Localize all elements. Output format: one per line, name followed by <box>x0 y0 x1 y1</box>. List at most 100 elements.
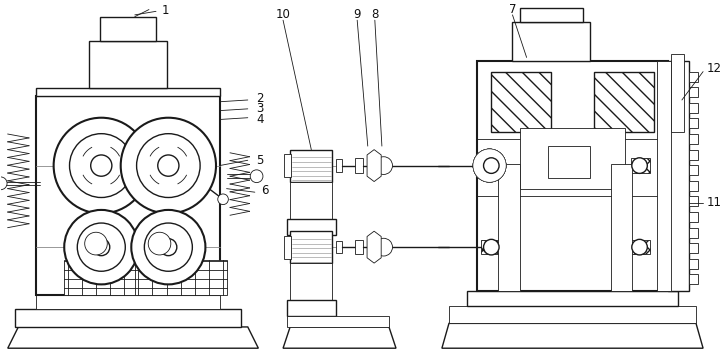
Bar <box>689 181 697 191</box>
Bar <box>668 61 689 292</box>
Polygon shape <box>8 327 258 348</box>
Circle shape <box>54 118 149 214</box>
Circle shape <box>484 158 499 173</box>
Text: 6: 6 <box>261 184 269 197</box>
Text: 9: 9 <box>353 9 361 21</box>
Circle shape <box>250 170 263 183</box>
Bar <box>290 182 333 221</box>
Circle shape <box>148 232 171 255</box>
Circle shape <box>160 239 177 256</box>
Bar <box>336 159 342 172</box>
Circle shape <box>70 134 133 198</box>
Bar <box>449 306 696 323</box>
Bar <box>290 150 333 182</box>
Circle shape <box>473 149 506 182</box>
Text: 11: 11 <box>707 196 721 209</box>
Bar <box>657 61 671 292</box>
Circle shape <box>131 210 205 284</box>
Text: 3: 3 <box>257 103 264 115</box>
Bar <box>671 54 684 132</box>
Circle shape <box>375 238 392 256</box>
Bar <box>689 197 697 206</box>
Bar <box>611 164 632 292</box>
Text: 8: 8 <box>371 9 378 21</box>
Bar <box>689 134 697 144</box>
Bar <box>286 219 336 235</box>
Circle shape <box>477 153 502 178</box>
Bar <box>355 240 363 254</box>
Bar <box>286 300 336 316</box>
Polygon shape <box>367 150 381 182</box>
Bar <box>36 96 220 295</box>
Text: 12: 12 <box>707 62 721 74</box>
Circle shape <box>631 239 647 255</box>
Circle shape <box>136 134 200 198</box>
Bar <box>631 158 650 173</box>
Circle shape <box>477 153 502 178</box>
Bar <box>142 227 177 260</box>
Bar <box>594 72 654 132</box>
Bar <box>520 129 626 189</box>
Bar <box>492 72 551 132</box>
Bar <box>631 240 650 254</box>
Bar <box>336 241 342 253</box>
Polygon shape <box>283 327 396 348</box>
Circle shape <box>78 223 125 271</box>
Text: 7: 7 <box>509 3 516 16</box>
Circle shape <box>473 149 506 182</box>
Bar <box>689 227 697 237</box>
Circle shape <box>158 155 179 176</box>
Bar <box>689 243 697 253</box>
Bar <box>481 158 500 173</box>
Polygon shape <box>442 323 703 348</box>
Bar <box>689 259 697 269</box>
Bar <box>689 119 697 129</box>
Bar <box>689 87 697 97</box>
Bar <box>99 17 156 42</box>
Circle shape <box>631 158 647 173</box>
Text: 10: 10 <box>276 9 291 21</box>
Bar <box>290 263 333 302</box>
Bar <box>689 165 697 175</box>
Circle shape <box>93 239 109 256</box>
Bar <box>498 164 520 292</box>
Circle shape <box>91 155 112 176</box>
Bar <box>689 274 697 284</box>
Bar <box>78 227 114 260</box>
Bar <box>520 8 583 22</box>
Circle shape <box>85 232 107 255</box>
Bar <box>283 236 291 259</box>
Text: 5: 5 <box>257 154 264 167</box>
Text: 4: 4 <box>257 113 264 126</box>
Bar <box>477 61 668 292</box>
Bar <box>89 42 167 88</box>
Bar <box>135 260 227 295</box>
Polygon shape <box>367 231 381 263</box>
Bar <box>689 103 697 113</box>
Bar <box>14 309 241 327</box>
Bar <box>286 316 389 327</box>
Bar <box>290 231 333 263</box>
Circle shape <box>120 118 216 214</box>
Bar <box>689 72 697 82</box>
Circle shape <box>477 153 502 178</box>
Bar <box>548 146 590 178</box>
Bar <box>36 88 220 96</box>
Bar <box>467 292 679 306</box>
Bar <box>689 212 697 222</box>
Circle shape <box>473 149 506 182</box>
Text: 1: 1 <box>161 4 169 17</box>
Bar <box>481 240 500 254</box>
Circle shape <box>65 210 138 284</box>
Circle shape <box>477 153 502 178</box>
Text: 2: 2 <box>257 92 264 105</box>
Circle shape <box>473 149 506 182</box>
Circle shape <box>484 239 499 255</box>
Circle shape <box>218 194 228 205</box>
Circle shape <box>375 157 392 174</box>
Bar <box>283 154 291 177</box>
Bar <box>355 158 363 173</box>
Bar <box>689 150 697 159</box>
Bar <box>65 260 156 295</box>
Bar <box>36 295 220 309</box>
